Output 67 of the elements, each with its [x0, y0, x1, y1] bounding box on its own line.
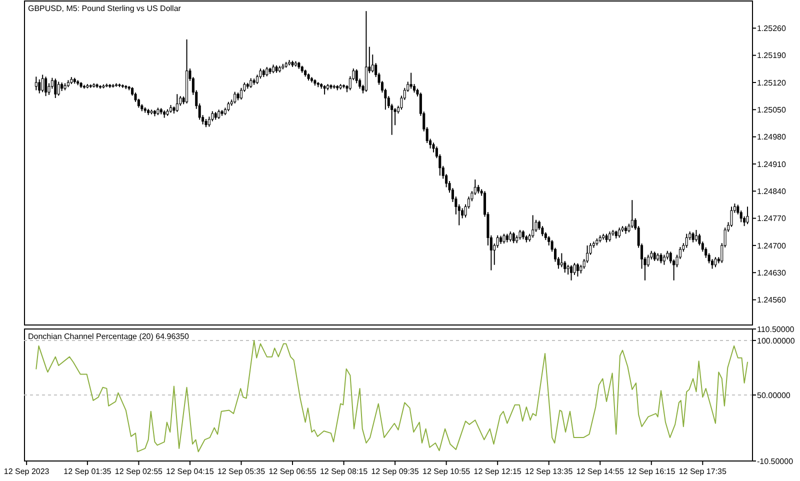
y-tick-label: 110.50000: [757, 324, 795, 334]
candlestick: [532, 214, 534, 238]
candlestick: [44, 76, 48, 97]
x-tick-label: 12 Sep 01:35: [64, 467, 112, 476]
candlestick: [41, 74, 44, 93]
candlestick: [266, 66, 268, 77]
candlestick: [250, 78, 252, 88]
y-tick-label: 100.00000: [757, 336, 796, 346]
y-tick-label: 1.24770: [757, 214, 786, 224]
chart-title: Donchian Channel Percentage (20) 64.96350: [28, 332, 190, 341]
candlestick: [692, 232, 694, 243]
chart-title: GBPUSD, M5: Pound Sterling vs US Dollar: [28, 4, 182, 13]
candlestick: [570, 264, 573, 281]
line-series: [36, 340, 748, 452]
y-tick-label: 1.24560: [757, 296, 786, 305]
x-tick-label: 12 Sep 14:55: [576, 467, 624, 476]
candlestick: [509, 230, 512, 242]
x-tick-label: 12 Sep 13:35: [525, 467, 574, 476]
candlestick: [410, 72, 412, 90]
candlestick: [176, 94, 178, 112]
x-tick-label: 12 Sep 17:35: [678, 467, 727, 476]
x-tick-label: 12 Sep 06:55: [268, 467, 317, 476]
candlestick: [502, 233, 506, 244]
candlestick: [234, 91, 236, 104]
candlestick: [662, 254, 666, 266]
x-tick-label: 12 Sep 05:35: [217, 467, 266, 476]
candlestick: [618, 227, 621, 238]
y-tick-label: -10.50000: [757, 456, 794, 466]
x-tick-label: 12 Sep 10:55: [422, 467, 471, 476]
candlestick: [714, 256, 717, 268]
candlestick: [694, 229, 698, 242]
candlestick: [323, 84, 326, 96]
candlestick: [54, 78, 57, 99]
y-tick-label: 1.24910: [757, 160, 786, 169]
y-tick-label: 1.24630: [757, 268, 786, 278]
y-tick-label: 1.24700: [757, 241, 786, 250]
candlestick: [560, 252, 563, 268]
candlestick: [364, 10, 368, 92]
candlestick: [57, 81, 60, 96]
y-tick-label: 1.25190: [757, 51, 786, 60]
candlestick: [685, 233, 688, 248]
candlestick: [630, 200, 634, 228]
x-tick-label: 12 Sep 08:15: [320, 467, 368, 476]
x-tick-label: 12 Sep 12:15: [474, 467, 522, 476]
x-tick-label: 12 Sep 2023: [4, 467, 50, 476]
candlestick: [746, 206, 749, 225]
y-tick-label: 1.24840: [757, 186, 786, 196]
candlestick: [227, 101, 230, 112]
y-tick-label: 1.25260: [757, 24, 786, 33]
candlestick: [653, 251, 656, 262]
candlestick: [518, 229, 522, 240]
y-tick-label: 1.24980: [757, 132, 786, 142]
x-tick-label: 12 Sep 09:35: [371, 467, 420, 476]
candlestick: [34, 76, 38, 91]
y-tick-label: 1.25120: [757, 78, 786, 88]
candlestick: [512, 232, 515, 244]
candlestick: [38, 78, 41, 94]
candlestick: [218, 109, 220, 120]
candlestick: [566, 264, 570, 276]
candlestick: [608, 230, 611, 242]
x-tick-label: 12 Sep 16:15: [628, 467, 676, 476]
y-tick-label: 50.00000: [757, 390, 791, 400]
x-tick-label: 12 Sep 02:55: [114, 467, 164, 476]
candlestick: [660, 252, 662, 264]
candlestick: [576, 262, 579, 277]
y-tick-label: 1.25050: [757, 105, 786, 114]
x-tick-label: 12 Sep 04:15: [166, 467, 214, 476]
